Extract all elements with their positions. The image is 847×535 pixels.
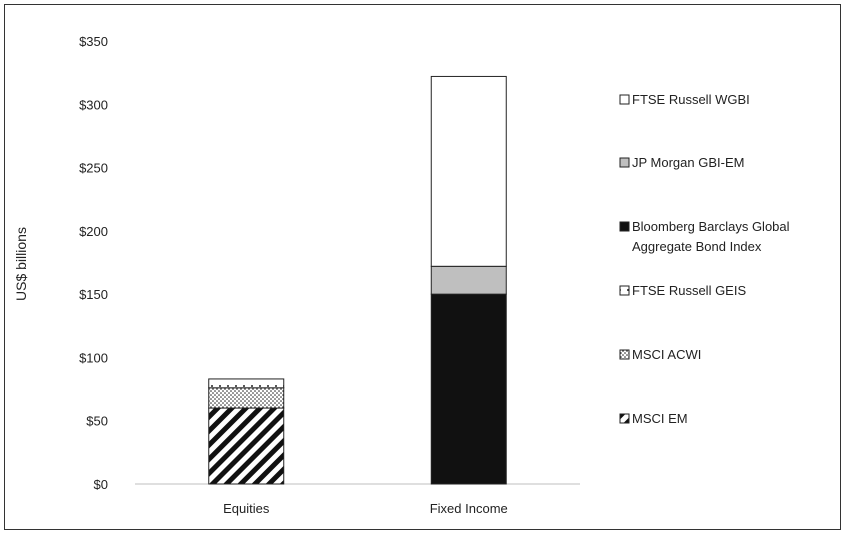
legend-swatch [619,285,630,296]
y-tick-label: $100 [79,350,108,365]
legend-label: MSCI EM [632,411,688,426]
bar-segment [208,387,285,409]
bar-segment [430,75,507,267]
legend-label-line2: Aggregate Bond Index [632,239,762,254]
bar-segment [208,407,285,485]
y-tick-label: $200 [79,224,108,239]
legend-swatch [619,221,630,232]
legend-label: MSCI ACWI [632,347,701,362]
y-axis-ticks: $0 $50 $100 $150 $200 $250 $300 $350 [79,34,108,492]
y-tick-label: $250 [79,161,108,176]
legend-swatch [619,157,630,168]
legend-label: FTSE Russell GEIS [632,283,746,298]
legend-label: Bloomberg Barclays Global [632,219,790,234]
bar-segment [208,378,285,389]
y-tick-label: $350 [79,34,108,49]
y-axis-label: US$ billions [13,227,29,301]
bars [208,75,507,485]
y-tick-label: $300 [79,97,108,112]
x-category-label: Fixed Income [430,501,508,516]
chart-frame [4,4,841,530]
legend-label: FTSE Russell WGBI [632,92,750,107]
legend-swatch [619,349,630,360]
legend-swatch [619,94,630,105]
y-tick-label: $150 [79,287,108,302]
bar-segment [430,265,507,295]
legend: FTSE Russell WGBI JP Morgan GBI-EM Bloombe… [619,92,790,426]
bar-segment [430,293,507,485]
legend-swatch [619,413,630,424]
legend-label: JP Morgan GBI-EM [632,155,744,170]
y-tick-label: $50 [86,414,108,429]
y-tick-label: $0 [94,477,108,492]
category-labels: Equities Fixed Income [223,501,508,516]
x-category-label: Equities [223,501,270,516]
